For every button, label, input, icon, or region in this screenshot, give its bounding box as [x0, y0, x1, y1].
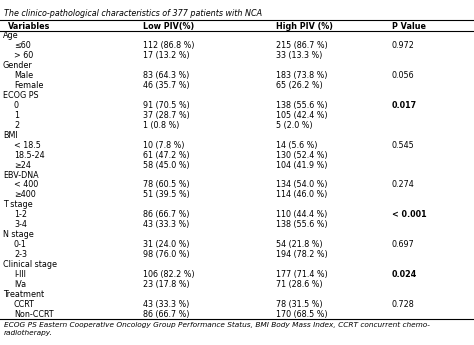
Text: 31 (24.0 %): 31 (24.0 %): [143, 240, 189, 249]
Text: 0.274: 0.274: [392, 180, 414, 189]
Text: Gender: Gender: [3, 61, 33, 70]
Text: 138 (55.6 %): 138 (55.6 %): [275, 220, 327, 229]
Text: 0-1: 0-1: [14, 240, 27, 249]
Text: Age: Age: [3, 31, 18, 40]
Text: 17 (13.2 %): 17 (13.2 %): [143, 51, 190, 60]
Text: 110 (44.4 %): 110 (44.4 %): [275, 210, 327, 219]
Text: 183 (73.8 %): 183 (73.8 %): [275, 71, 327, 80]
Text: 177 (71.4 %): 177 (71.4 %): [275, 270, 328, 279]
Text: 215 (86.7 %): 215 (86.7 %): [275, 41, 328, 50]
Text: 86 (66.7 %): 86 (66.7 %): [143, 210, 189, 219]
Text: 51 (39.5 %): 51 (39.5 %): [143, 190, 190, 199]
Text: Male: Male: [14, 71, 33, 80]
Text: 0.972: 0.972: [392, 41, 415, 50]
Text: 1 (0.8 %): 1 (0.8 %): [143, 121, 179, 130]
Text: 3-4: 3-4: [14, 220, 27, 229]
Text: 33 (13.3 %): 33 (13.3 %): [275, 51, 322, 60]
Text: 114 (46.0 %): 114 (46.0 %): [275, 190, 327, 199]
Text: 130 (52.4 %): 130 (52.4 %): [275, 151, 327, 160]
Text: > 60: > 60: [14, 51, 33, 60]
Text: ≥400: ≥400: [14, 190, 36, 199]
Text: 78 (60.5 %): 78 (60.5 %): [143, 180, 190, 189]
Text: 37 (28.7 %): 37 (28.7 %): [143, 111, 190, 120]
Text: 2: 2: [14, 121, 19, 130]
Text: 78 (31.5 %): 78 (31.5 %): [275, 299, 322, 309]
Text: < 18.5: < 18.5: [14, 141, 41, 150]
Text: 104 (41.9 %): 104 (41.9 %): [275, 160, 327, 170]
Text: ECOG PS Eastern Cooperative Oncology Group Performance Status, BMI Body Mass Ind: ECOG PS Eastern Cooperative Oncology Gro…: [4, 322, 430, 328]
Text: 54 (21.8 %): 54 (21.8 %): [275, 240, 322, 249]
Text: 0.024: 0.024: [392, 270, 417, 279]
Text: 0.697: 0.697: [392, 240, 414, 249]
Text: 14 (5.6 %): 14 (5.6 %): [275, 141, 317, 150]
Text: 138 (55.6 %): 138 (55.6 %): [275, 101, 327, 110]
Text: BMI: BMI: [3, 131, 18, 140]
Text: Non-CCRT: Non-CCRT: [14, 309, 54, 318]
Text: 43 (33.3 %): 43 (33.3 %): [143, 220, 189, 229]
Text: 194 (78.2 %): 194 (78.2 %): [275, 250, 328, 259]
Text: 23 (17.8 %): 23 (17.8 %): [143, 280, 190, 289]
Text: Variables: Variables: [8, 21, 50, 31]
Text: 43 (33.3 %): 43 (33.3 %): [143, 299, 189, 309]
Text: EBV-DNA: EBV-DNA: [3, 170, 38, 179]
Text: 83 (64.3 %): 83 (64.3 %): [143, 71, 189, 80]
Text: 105 (42.4 %): 105 (42.4 %): [275, 111, 327, 120]
Text: I-III: I-III: [14, 270, 26, 279]
Text: N stage: N stage: [3, 230, 34, 239]
Text: 0.545: 0.545: [392, 141, 414, 150]
Text: 98 (76.0 %): 98 (76.0 %): [143, 250, 190, 259]
Text: 61 (47.2 %): 61 (47.2 %): [143, 151, 190, 160]
Text: ≥24: ≥24: [14, 160, 31, 170]
Text: 10 (7.8 %): 10 (7.8 %): [143, 141, 184, 150]
Text: Clinical stage: Clinical stage: [3, 260, 57, 269]
Text: 18.5-24: 18.5-24: [14, 151, 45, 160]
Text: 1-2: 1-2: [14, 210, 27, 219]
Text: radiotherapy.: radiotherapy.: [4, 330, 53, 336]
Text: 91 (70.5 %): 91 (70.5 %): [143, 101, 190, 110]
Text: 58 (45.0 %): 58 (45.0 %): [143, 160, 190, 170]
Text: < 0.001: < 0.001: [392, 210, 426, 219]
Text: T stage: T stage: [3, 200, 33, 209]
Text: 71 (28.6 %): 71 (28.6 %): [275, 280, 322, 289]
Text: 106 (82.2 %): 106 (82.2 %): [143, 270, 194, 279]
Text: ECOG PS: ECOG PS: [3, 91, 38, 100]
Text: 0: 0: [14, 101, 19, 110]
Text: Female: Female: [14, 81, 44, 90]
Text: < 400: < 400: [14, 180, 38, 189]
Text: Treatment: Treatment: [3, 290, 44, 299]
Text: The clinico-pathological characteristics of 377 patients with NCA: The clinico-pathological characteristics…: [4, 9, 262, 18]
Text: 86 (66.7 %): 86 (66.7 %): [143, 309, 189, 318]
Text: 134 (54.0 %): 134 (54.0 %): [275, 180, 327, 189]
Text: 0.017: 0.017: [392, 101, 417, 110]
Text: 112 (86.8 %): 112 (86.8 %): [143, 41, 194, 50]
Text: ≤60: ≤60: [14, 41, 31, 50]
Text: 2-3: 2-3: [14, 250, 27, 259]
Text: High PIV (%): High PIV (%): [275, 21, 333, 31]
Text: 46 (35.7 %): 46 (35.7 %): [143, 81, 190, 90]
Text: 65 (26.2 %): 65 (26.2 %): [275, 81, 322, 90]
Text: 170 (68.5 %): 170 (68.5 %): [275, 309, 327, 318]
Text: Low PIV(%): Low PIV(%): [143, 21, 194, 31]
Text: IVa: IVa: [14, 280, 26, 289]
Text: 0.056: 0.056: [392, 71, 414, 80]
Text: CCRT: CCRT: [14, 299, 35, 309]
Text: 5 (2.0 %): 5 (2.0 %): [275, 121, 312, 130]
Text: P Value: P Value: [392, 21, 426, 31]
Text: 1: 1: [14, 111, 19, 120]
Text: 0.728: 0.728: [392, 299, 414, 309]
